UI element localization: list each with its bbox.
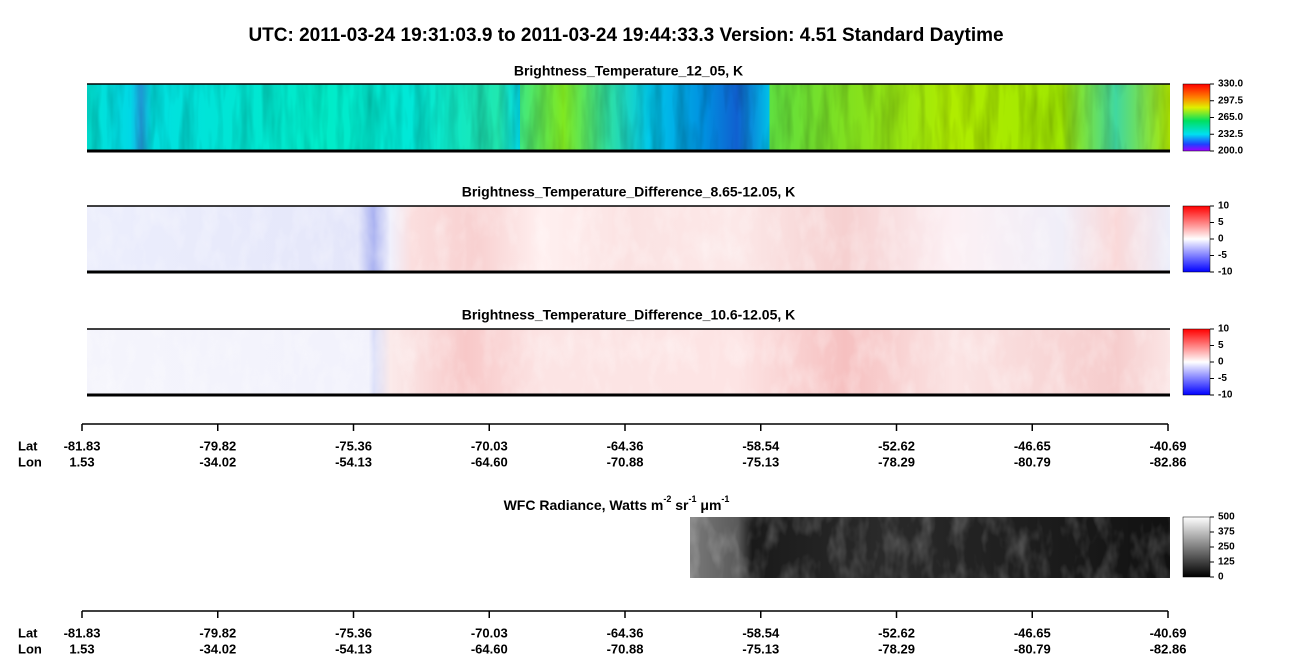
lat-value: -70.03	[471, 438, 508, 453]
lon-value: -80.79	[1014, 641, 1051, 656]
colorbar-label: 5	[1218, 340, 1224, 351]
lon-label: Lon	[18, 454, 42, 469]
lon-value: -80.79	[1014, 454, 1051, 469]
lat-value: -81.83	[64, 438, 101, 453]
lat-value: -52.62	[878, 625, 915, 640]
colorbar-label: 250	[1218, 542, 1235, 553]
lat-value: -64.36	[607, 438, 644, 453]
colorbar-label: 125	[1218, 557, 1235, 568]
colorbar-label: 500	[1218, 512, 1235, 523]
title-part: -1	[721, 494, 729, 504]
lat-value: -58.54	[742, 625, 780, 640]
lat-value: -58.54	[742, 438, 780, 453]
lon-value: -70.88	[607, 454, 644, 469]
lon-value: -82.86	[1150, 454, 1187, 469]
colorbar-label: 232.5	[1218, 129, 1243, 140]
lon-value: -75.13	[742, 454, 779, 469]
colorbar-label: 0	[1218, 357, 1224, 368]
lat-value: -46.65	[1014, 625, 1051, 640]
lon-value: -75.13	[742, 641, 779, 656]
lon-value: -34.02	[199, 454, 236, 469]
panel-title: WFC Radiance, Watts m-2 sr-1 μm-1	[504, 494, 730, 512]
colorbar	[1182, 83, 1211, 152]
colorbar-label: -5	[1218, 250, 1227, 261]
lat-value: -79.82	[199, 625, 236, 640]
colorbar	[1182, 516, 1211, 578]
lon-value: -70.88	[607, 641, 644, 656]
lon-value: -54.13	[335, 641, 372, 656]
colorbar-label: 0	[1218, 572, 1224, 583]
lat-value: -79.82	[199, 438, 236, 453]
lon-value: -82.86	[1150, 641, 1187, 656]
lat-value: -64.36	[607, 625, 644, 640]
colorbar-label: 330.0	[1218, 79, 1243, 90]
colorbar-label: 297.5	[1218, 95, 1243, 106]
title-part: WFC Radiance, Watts m	[504, 497, 664, 513]
lat-value: -46.65	[1014, 438, 1051, 453]
colorbar-label: 5	[1218, 217, 1224, 228]
lon-value: -34.02	[199, 641, 236, 656]
lat-label: Lat	[18, 438, 38, 453]
lon-value: 1.53	[69, 641, 94, 656]
title-part: -2	[663, 494, 671, 504]
colorbar-label: -10	[1218, 267, 1233, 278]
lon-label: Lon	[18, 641, 42, 656]
title-part: -1	[688, 494, 696, 504]
heatmap-texture	[690, 517, 1170, 578]
colorbar	[1182, 205, 1211, 273]
lat-value: -75.36	[335, 625, 372, 640]
title-part: μm	[696, 497, 721, 513]
heatmap-texture	[87, 206, 1170, 272]
lon-value: -64.60	[471, 641, 508, 656]
panel-title: Brightness_Temperature_12_05, K	[514, 63, 743, 79]
colorbar	[1182, 328, 1211, 396]
colorbar-label: 0	[1218, 234, 1224, 245]
colorbar-label: 10	[1218, 324, 1230, 335]
lon-value: -78.29	[878, 641, 915, 656]
lat-value: -40.69	[1150, 438, 1187, 453]
lat-label: Lat	[18, 625, 38, 640]
colorbar-label: 200.0	[1218, 146, 1243, 157]
colorbar-label: 265.0	[1218, 112, 1243, 123]
colorbar-label: -5	[1218, 373, 1227, 384]
colorbar-label: 375	[1218, 527, 1235, 538]
lon-value: -64.60	[471, 454, 508, 469]
colorbar-label: 10	[1218, 201, 1230, 212]
panel-title: Brightness_Temperature_Difference_10.6-1…	[462, 307, 796, 323]
lat-value: -81.83	[64, 625, 101, 640]
lon-value: -54.13	[335, 454, 372, 469]
title-part: sr	[671, 497, 689, 513]
lat-value: -75.36	[335, 438, 372, 453]
lat-value: -70.03	[471, 625, 508, 640]
heatmap-texture	[87, 84, 1170, 151]
lat-value: -52.62	[878, 438, 915, 453]
lon-value: -78.29	[878, 454, 915, 469]
page-title: UTC: 2011-03-24 19:31:03.9 to 2011-03-24…	[248, 25, 1003, 46]
panel-title: Brightness_Temperature_Difference_8.65-1…	[462, 184, 796, 200]
lat-value: -40.69	[1150, 625, 1187, 640]
colorbar-label: -10	[1218, 390, 1233, 401]
lon-value: 1.53	[69, 454, 94, 469]
heatmap-texture	[87, 329, 1170, 395]
